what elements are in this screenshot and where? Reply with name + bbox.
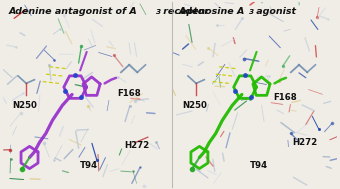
Text: Adenosine A: Adenosine A	[178, 7, 244, 15]
Text: H272: H272	[292, 138, 318, 147]
Text: F168: F168	[274, 93, 298, 102]
Text: H272: H272	[124, 141, 150, 150]
Text: N250: N250	[12, 101, 37, 110]
Text: Adenine antagonist of A: Adenine antagonist of A	[8, 7, 137, 15]
Text: N250: N250	[182, 101, 207, 110]
Text: T94: T94	[80, 161, 98, 170]
Text: 3: 3	[249, 9, 254, 15]
Text: agonist: agonist	[253, 7, 295, 15]
Text: receptor: receptor	[160, 7, 209, 15]
Text: 3: 3	[156, 9, 162, 15]
Text: T94: T94	[250, 161, 268, 170]
Text: F168: F168	[118, 89, 141, 98]
